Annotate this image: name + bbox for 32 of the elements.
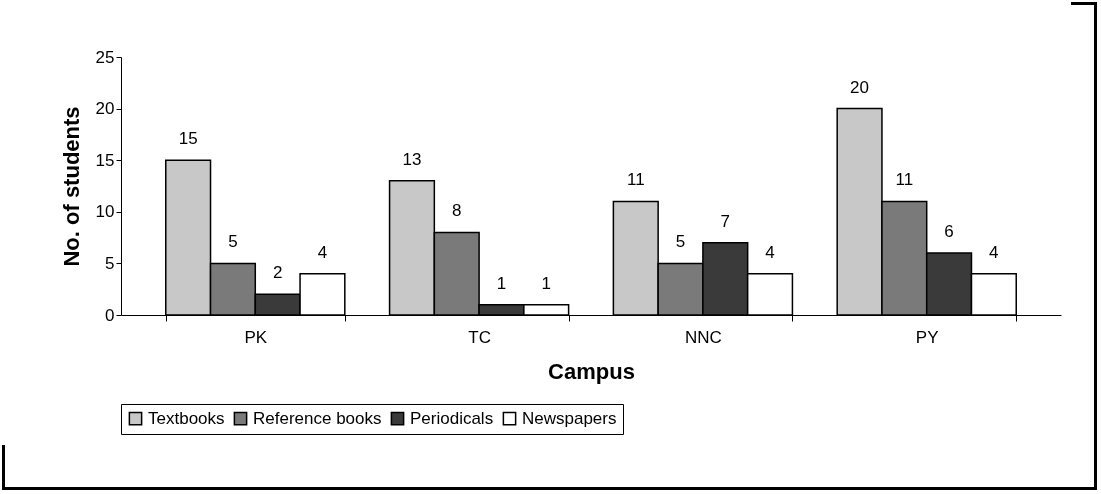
data-label: 1 (496, 273, 507, 293)
data-label: 7 (720, 211, 731, 231)
x-axis-title: Campus (548, 358, 635, 384)
y-tick-label: 0 (105, 305, 115, 325)
data-label: 5 (228, 232, 238, 252)
data-label: 4 (765, 242, 775, 262)
data-label: 4 (317, 242, 328, 262)
x-tick-label: NNC (684, 327, 722, 347)
data-label: 13 (402, 149, 422, 169)
y-tick-label: 25 (95, 47, 115, 67)
data-label: 2 (272, 263, 283, 283)
legend-label: Reference books (253, 408, 382, 428)
y-tick-label: 10 (95, 202, 115, 222)
data-label: 11 (626, 170, 645, 190)
y-tick-label: 20 (95, 99, 115, 119)
data-label: 1 (541, 273, 551, 293)
data-label: 5 (675, 232, 686, 252)
y-axis-title: No. of students (58, 106, 84, 267)
data-label: 8 (451, 201, 462, 221)
legend-label: Newspapers (522, 408, 617, 428)
y-tick-label: 5 (105, 253, 115, 273)
data-label: 6 (944, 222, 954, 242)
x-tick-label: TC (468, 327, 491, 347)
data-label: 4 (989, 242, 999, 262)
x-tick-label: PY (915, 327, 939, 347)
legend-label: Periodicals (410, 408, 494, 428)
y-tick-label: 15 (95, 150, 115, 170)
data-label: 15 (178, 129, 198, 149)
x-tick-label: PK (244, 327, 268, 347)
legend-label: Textbooks (148, 408, 225, 428)
data-label: 20 (850, 77, 870, 97)
data-label: 11 (895, 170, 914, 190)
